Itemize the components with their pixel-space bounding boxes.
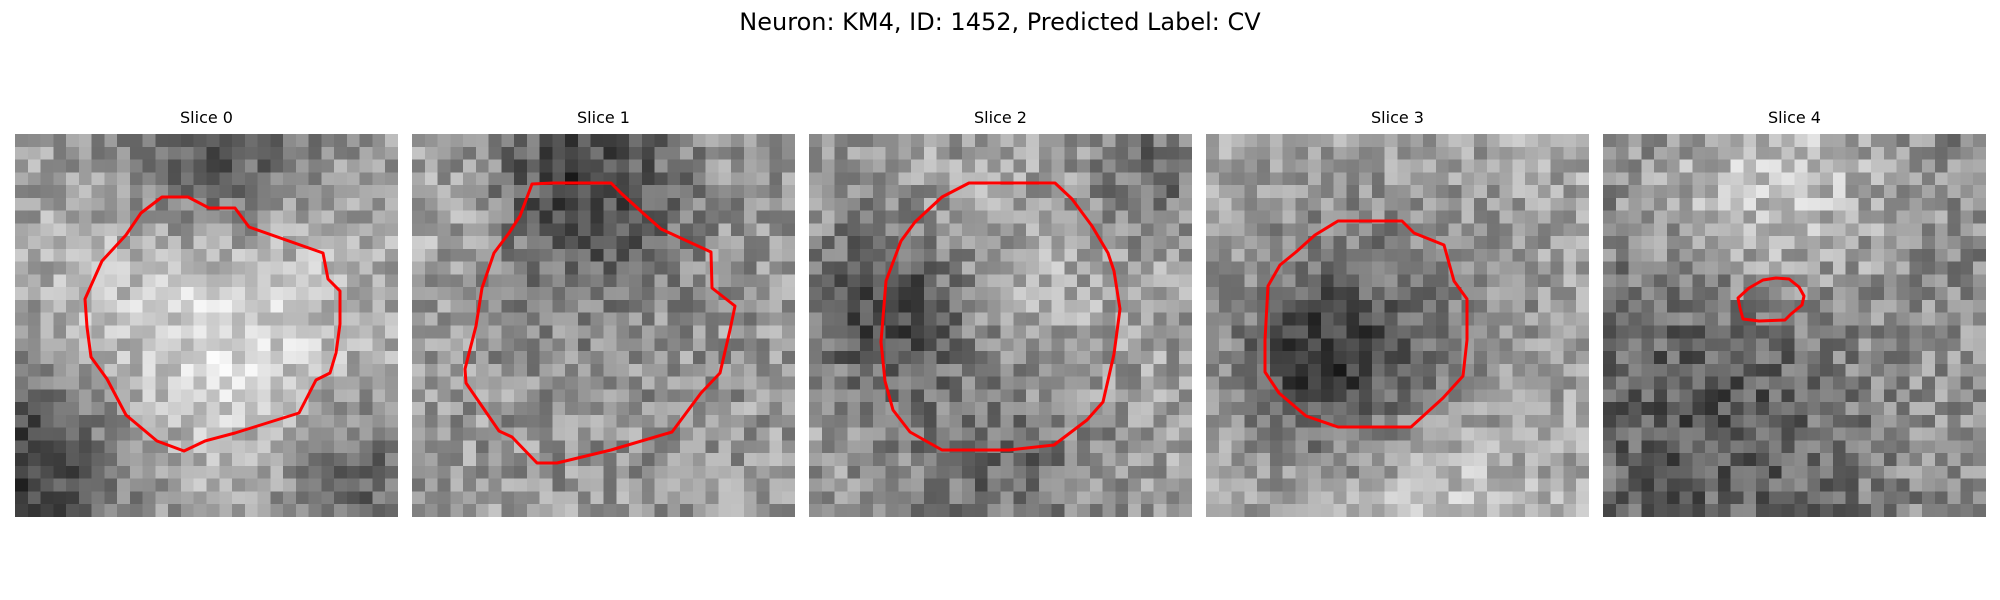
slice-title: Slice 3 (1371, 108, 1424, 127)
slice-panel-4: Slice 4 (1603, 108, 1986, 517)
segmentation-contour (1263, 219, 1469, 429)
slice-title: Slice 1 (577, 108, 630, 127)
segmentation-contour (463, 181, 737, 465)
slice-panel-3: Slice 3 (1206, 108, 1589, 517)
segmentation-contour (1736, 276, 1806, 323)
slice-title: Slice 0 (180, 108, 233, 127)
segmentation-contour (879, 181, 1122, 452)
slice-image (1206, 134, 1589, 517)
slice-panel-2: Slice 2 (809, 108, 1192, 517)
slice-title: Slice 4 (1768, 108, 1821, 127)
slice-image (1603, 134, 1986, 517)
slice-panel-1: Slice 1 (412, 108, 795, 517)
segmentation-contour (83, 195, 342, 453)
slice-panel-0: Slice 0 (15, 108, 398, 517)
slice-title: Slice 2 (974, 108, 1027, 127)
slice-image (809, 134, 1192, 517)
slice-image (15, 134, 398, 517)
figure-title: Neuron: KM4, ID: 1452, Predicted Label: … (739, 8, 1261, 36)
